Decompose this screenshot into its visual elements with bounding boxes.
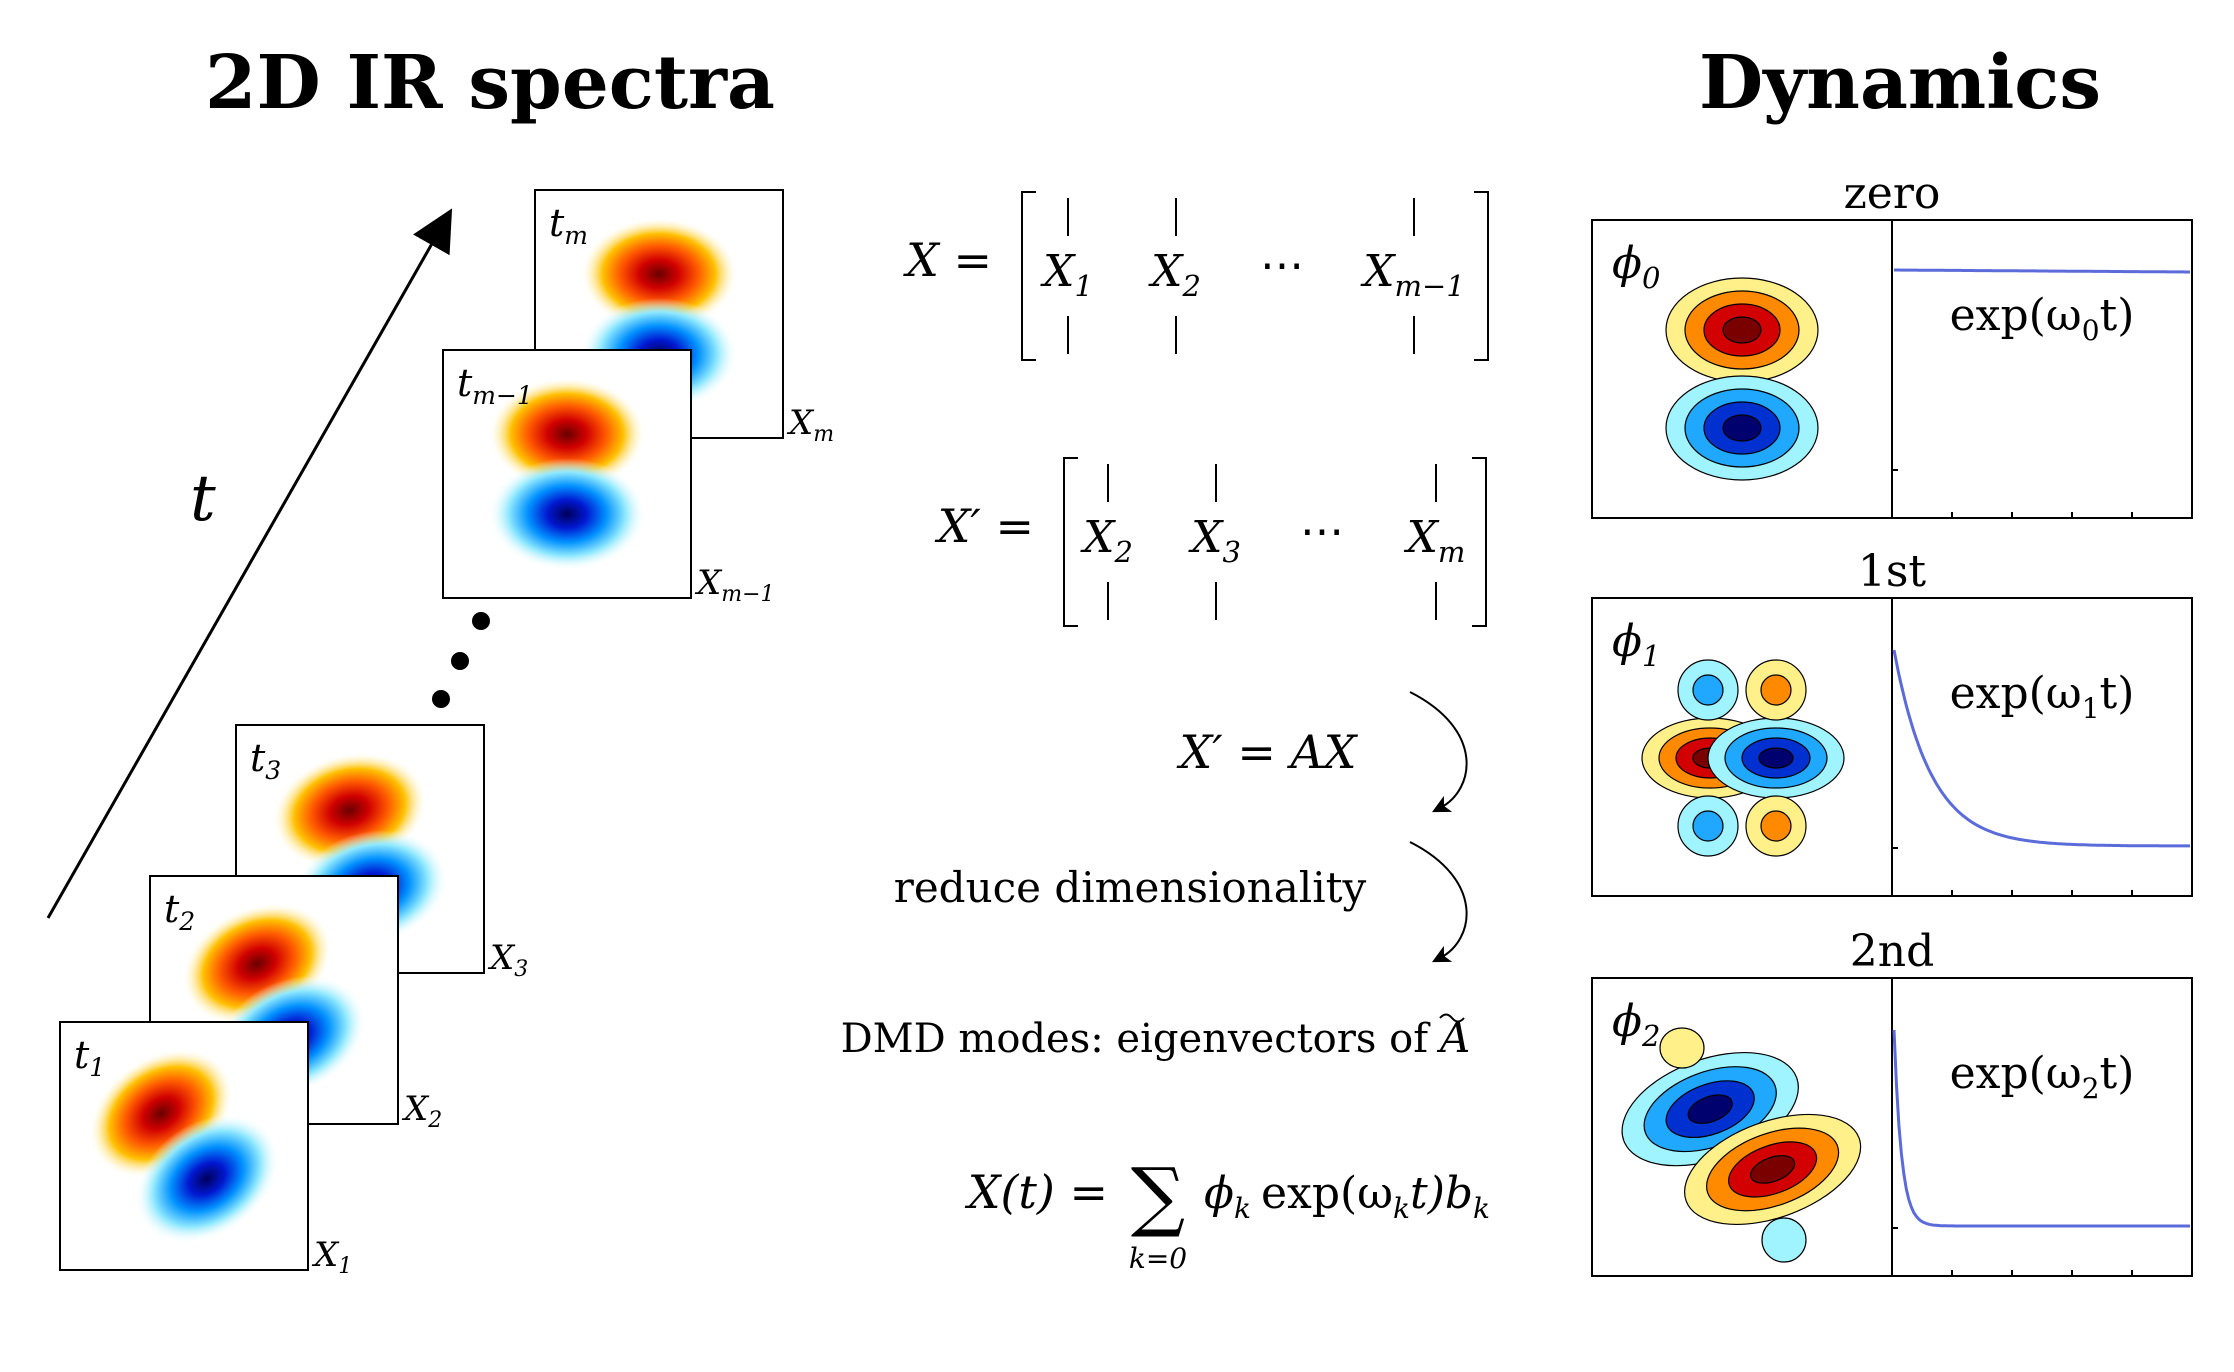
reduce-dimensionality-text: reduce dimensionality: [894, 863, 1367, 912]
modes-panel: zero ϕ0 exp(ω0t) 1st ϕ1 exp(ω1t) 2nd ϕ2 exp(ω2t): [1591, 168, 2193, 1277]
tilde-mark: [1439, 1013, 1465, 1023]
dmd-modes-text: DMD modes: eigenvectors of A: [841, 1013, 1471, 1062]
matrix-column-label: X2: [1148, 246, 1201, 303]
spectra-stack: tm Xm tm−1 Xm−1 t3 X3 t2 X2 t1 X1: [59, 189, 834, 1279]
matrix-bracket-left: [1063, 457, 1078, 627]
x-matrix-equation: X = X1 X2 ⋯ Xm−1: [903, 191, 1489, 361]
mode-decay-curve: [1892, 649, 2190, 848]
recon-exp: exp(ω: [1261, 1168, 1393, 1219]
mode-decay-curve: [1892, 1029, 2190, 1228]
matrix-bracket-left: [1021, 191, 1036, 361]
linear-map-equation: X′ = AX: [1177, 725, 1359, 779]
time-axis-label: t: [190, 462, 216, 536]
mode-contour-plot: [1665, 277, 1819, 481]
spectrum-frame: t1 X1: [59, 1021, 352, 1279]
mode-panel: 1st ϕ1 exp(ω1t): [1591, 546, 2193, 897]
mode-decay-curve: [1894, 268, 2190, 274]
spectrum-matrix-label: X3: [487, 938, 528, 982]
mode-phi-label: ϕ0: [1612, 238, 1660, 295]
recon-phi-sub: k: [1234, 1192, 1251, 1225]
mode-order-label: 1st: [1858, 546, 1927, 597]
mode-dynamics-label: exp(ω0t): [1950, 290, 2135, 347]
matrix-bracket-right: [1474, 191, 1489, 361]
mode-panel: zero ϕ0 exp(ω0t): [1591, 168, 2193, 519]
spectrum-frame: tm−1 Xm−1: [442, 349, 775, 607]
dynamics-title: Dynamics: [1699, 40, 2101, 126]
recon-sum: ∑: [1131, 1151, 1185, 1240]
mode-contour-plot: [1641, 659, 1845, 857]
matrix-dots: ⋯: [1260, 240, 1304, 291]
mode-order-label: zero: [1844, 168, 1941, 219]
matrix-lhs: X′ =: [935, 499, 1034, 553]
recon-lhs: X(t) =: [965, 1165, 1108, 1219]
mode-dynamics-label: exp(ω1t): [1950, 668, 2135, 725]
recon-sum-index: k=0: [1129, 1242, 1187, 1275]
dmd-modes-symbol: A: [1436, 1013, 1470, 1062]
stack-ellipsis: [432, 612, 490, 708]
spectrum-lobes: [489, 378, 645, 570]
mode-dynamics-label: exp(ω2t): [1950, 1048, 2135, 1105]
matrix-column-label: Xm: [1404, 512, 1466, 569]
spectrum-time-label: t2: [164, 887, 195, 936]
reconstruction-equation: X(t) = ∑ k=0 ϕk exp(ωkt)bk: [965, 1151, 1490, 1275]
spectrum-lobes: [89, 1049, 279, 1243]
time-arrow: [46, 208, 453, 919]
mode-phi-label: ϕ2: [1612, 996, 1660, 1053]
recon-exp-tail: t)b: [1410, 1168, 1473, 1219]
recon-exp-sub: k: [1393, 1192, 1410, 1225]
matrix-column-label: X3: [1188, 512, 1241, 569]
recon-phi: ϕ: [1204, 1168, 1234, 1219]
recon-term: ϕk exp(ωkt)bk: [1204, 1168, 1490, 1225]
mode-contour-plot: [1621, 1027, 1862, 1263]
spectrum-time-label: tm: [549, 201, 588, 250]
recon-b-sub: k: [1473, 1192, 1490, 1225]
matrix-bracket-right: [1472, 457, 1487, 627]
spectrum-time-label: t3: [250, 736, 281, 785]
matrix-column-label: X2: [1080, 512, 1133, 569]
matrix-column-label: Xm−1: [1360, 246, 1465, 303]
mode-phi-label: ϕ1: [1612, 616, 1660, 673]
curl-arrow-2: [1409, 841, 1468, 963]
matrix-column-label: X1: [1040, 246, 1093, 303]
curl-arrow-1: [1409, 691, 1468, 813]
matrix-dots: ⋯: [1300, 506, 1344, 557]
spectrum-matrix-label: X2: [401, 1089, 442, 1133]
x-prime-matrix-equation: X′ = X2 X3 ⋯ Xm: [935, 457, 1487, 627]
spectrum-time-label: t1: [74, 1033, 105, 1082]
spectrum-matrix-label: Xm: [786, 403, 834, 447]
mode-order-label: 2nd: [1850, 926, 1935, 977]
dmd-modes-prefix: DMD modes: eigenvectors of: [841, 1016, 1432, 1062]
spectrum-time-label: tm−1: [457, 361, 533, 410]
spectrum-matrix-label: Xm−1: [694, 563, 775, 607]
mode-panel: 2nd ϕ2 exp(ω2t): [1591, 926, 2193, 1277]
spectra-title: 2D IR spectra: [205, 40, 775, 126]
matrix-lhs: X =: [903, 233, 992, 287]
spectrum-matrix-label: X1: [311, 1235, 352, 1279]
